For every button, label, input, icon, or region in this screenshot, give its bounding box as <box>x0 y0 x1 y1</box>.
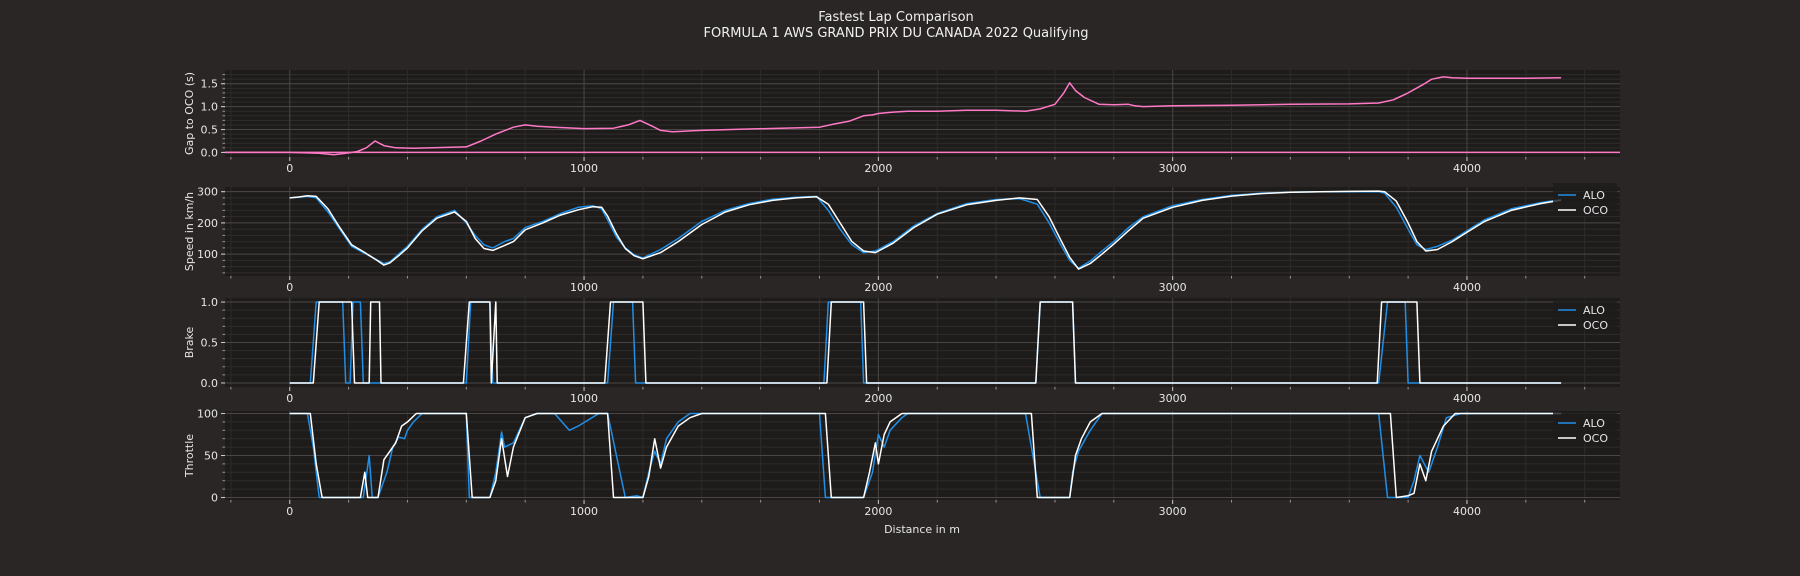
panel-background <box>225 187 1620 276</box>
x-tick-label: 4000 <box>1453 162 1481 175</box>
y-tick-label: 100 <box>197 408 218 421</box>
x-tick-label: 0 <box>286 281 293 294</box>
series-line-gap-0 <box>225 76 1562 156</box>
y-tick-label: 1.5 <box>201 78 219 91</box>
x-tick-label: 0 <box>286 505 293 518</box>
y-axis-label: Gap to OCO (s) <box>183 72 196 155</box>
y-tick-label: 1.0 <box>201 101 219 114</box>
y-tick-label: 1.0 <box>201 296 219 309</box>
x-axis-label: Distance in m <box>884 523 960 536</box>
y-tick-label: 50 <box>204 450 218 463</box>
panel-1: 0 1000 2000 3000 4000 0.0 0.5 1.0 1.5 Gap to OCO … <box>183 70 1620 175</box>
y-tick-label: 200 <box>197 217 218 230</box>
series-line-oco <box>289 412 1562 499</box>
legend-label-alo: ALO <box>1583 417 1605 430</box>
legend: ALO OCO <box>1553 183 1617 217</box>
legend: ALO OCO <box>1553 411 1617 445</box>
y-tick-label: 0.0 <box>201 377 219 390</box>
legend-label-alo: ALO <box>1583 189 1605 202</box>
chart-subtitle: FORMULA 1 AWS GRAND PRIX DU CANADA 2022 … <box>703 26 1088 41</box>
chart-title: Fastest Lap Comparison <box>818 10 974 25</box>
legend: ALO OCO <box>1553 298 1617 332</box>
y-tick-label: 300 <box>197 186 218 199</box>
y-tick-label: 0.0 <box>201 146 219 159</box>
panel-background <box>225 70 1620 157</box>
legend-label-oco: OCO <box>1583 319 1608 332</box>
x-tick-label: 2000 <box>864 392 892 405</box>
x-tick-label: 4000 <box>1453 505 1481 518</box>
y-tick-label: 0.5 <box>201 337 219 350</box>
x-tick-label: 3000 <box>1159 392 1187 405</box>
x-tick-label: 1000 <box>570 162 598 175</box>
legend-label-oco: OCO <box>1583 204 1608 217</box>
x-tick-label: 3000 <box>1159 505 1187 518</box>
y-axis-label: Speed in km/h <box>183 192 196 271</box>
x-tick-label: 2000 <box>864 162 892 175</box>
series-line-alo <box>289 412 1562 499</box>
x-tick-label: 1000 <box>570 281 598 294</box>
series-line-oco <box>289 190 1562 270</box>
y-tick-label: 100 <box>197 248 218 261</box>
legend-label-alo: ALO <box>1583 304 1605 317</box>
x-tick-label: 2000 <box>864 505 892 518</box>
y-axis-label: Throttle <box>183 434 196 478</box>
panel-3: 0 1000 2000 3000 4000 0.0 0.5 1.0 Brake ALO OCO <box>183 296 1620 405</box>
legend-label-oco: OCO <box>1583 432 1608 445</box>
y-tick-label: 0 <box>211 491 218 504</box>
x-tick-label: 2000 <box>864 281 892 294</box>
x-tick-label: 0 <box>286 392 293 405</box>
x-tick-label: 3000 <box>1159 162 1187 175</box>
x-tick-label: 3000 <box>1159 281 1187 294</box>
x-tick-label: 4000 <box>1453 392 1481 405</box>
x-tick-label: 1000 <box>570 392 598 405</box>
x-tick-label: 1000 <box>570 505 598 518</box>
y-tick-label: 0.5 <box>201 124 219 137</box>
x-tick-label: 0 <box>286 162 293 175</box>
x-tick-label: 4000 <box>1453 281 1481 294</box>
series-line-oco <box>289 301 1562 384</box>
y-axis-label: Brake <box>183 326 196 358</box>
